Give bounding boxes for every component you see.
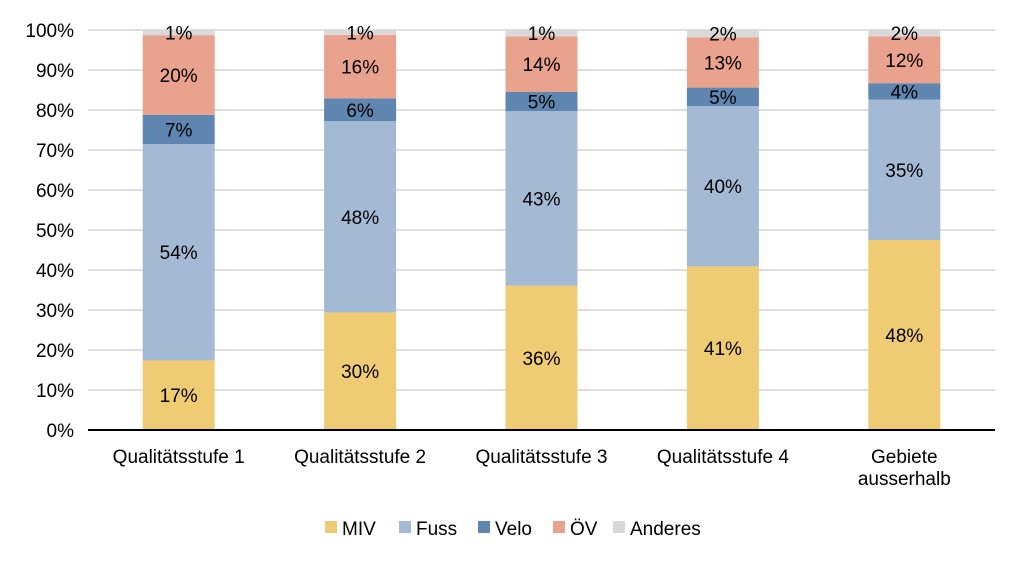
bar-segment <box>686 87 759 106</box>
data-label: 20% <box>160 66 198 87</box>
legend-label: MIV <box>342 519 376 540</box>
legend-swatch <box>478 521 490 533</box>
data-label: 43% <box>522 189 560 210</box>
y-axis-ticks: 0% 10% 20% 30% 40% 50% 60% 70% 80% 90% 100% <box>25 21 74 442</box>
legend-label: Anderes <box>630 519 701 540</box>
bar-segment <box>324 312 397 430</box>
bar-segment <box>505 30 578 37</box>
data-label: 48% <box>341 208 379 229</box>
bar-segment <box>868 36 941 84</box>
y-tick-label: 90% <box>36 61 74 82</box>
bar-segment <box>505 92 578 112</box>
data-label: 5% <box>709 88 737 109</box>
data-label: 40% <box>704 177 742 198</box>
data-label: 2% <box>891 24 919 45</box>
data-label: 12% <box>885 51 923 72</box>
y-tick-label: 60% <box>36 181 74 202</box>
bar-segment <box>324 34 397 99</box>
data-label: 16% <box>341 58 379 79</box>
data-label: 36% <box>522 349 560 370</box>
y-tick-label: 50% <box>36 221 74 242</box>
data-label: 2% <box>709 25 737 46</box>
bar-segment <box>686 106 759 267</box>
bar-segment <box>686 30 759 38</box>
data-label: 54% <box>160 243 198 264</box>
bar-segment <box>142 35 215 115</box>
data-label: 6% <box>346 101 374 122</box>
bar-segment <box>868 99 941 240</box>
data-label: 17% <box>160 386 198 407</box>
legend-swatch <box>613 521 625 533</box>
x-category-label: Qualitätsstufe 3 <box>475 447 607 468</box>
bars <box>142 30 941 430</box>
bar-segment <box>142 144 215 361</box>
bar-segment <box>324 121 397 313</box>
x-category-label: Qualitätsstufe 1 <box>113 447 245 468</box>
bar-segment <box>142 114 215 144</box>
y-tick-label: 10% <box>36 381 74 402</box>
data-label: 30% <box>341 362 379 383</box>
y-tick-label: 0% <box>47 421 75 442</box>
legend: MIV Fuss Velo ÖV Anderes <box>325 519 701 540</box>
y-tick-label: 100% <box>25 21 74 42</box>
data-label: 48% <box>885 326 923 347</box>
data-label: 1% <box>165 24 193 45</box>
bar-segment <box>868 240 941 430</box>
data-label: 4% <box>891 82 919 103</box>
data-label: 35% <box>885 161 923 182</box>
bar-segment <box>142 30 215 36</box>
bar-segment <box>142 360 215 430</box>
x-axis-categories: Qualitätsstufe 1 Qualitätsstufe 2 Qualität… <box>113 447 951 490</box>
bar-segment <box>868 30 941 37</box>
data-label: 14% <box>522 55 560 76</box>
y-tick-label: 20% <box>36 341 74 362</box>
data-label: 7% <box>165 120 193 141</box>
bar-segment <box>686 266 759 430</box>
bar-segment <box>505 285 578 430</box>
data-label: 1% <box>346 23 374 44</box>
legend-swatch <box>399 521 411 533</box>
legend-label: ÖV <box>570 519 598 540</box>
legend-label: Velo <box>495 519 532 540</box>
bar-segment <box>868 83 941 100</box>
data-label: 41% <box>704 339 742 360</box>
legend-label: Fuss <box>416 519 457 540</box>
y-tick-label: 70% <box>36 141 74 162</box>
data-labels: 17% 54% 7% 20% 1% 30% 48% 6% 16% 1% 36% 43% 5% 14% 1% 4… <box>160 23 924 407</box>
y-tick-label: 80% <box>36 101 74 122</box>
legend-swatch <box>553 521 565 533</box>
y-tick-label: 40% <box>36 261 74 282</box>
legend-swatch <box>325 521 337 533</box>
bar-segment <box>505 36 578 92</box>
bar-segment <box>324 30 397 35</box>
x-category-label: Qualitätsstufe 2 <box>294 447 426 468</box>
data-label: 1% <box>528 24 556 45</box>
bar-segment <box>324 98 397 122</box>
bar-segment <box>686 37 759 88</box>
x-category-label: Gebiete ausserhalb <box>858 447 951 490</box>
bar-segment <box>505 111 578 286</box>
y-tick-label: 30% <box>36 301 74 322</box>
x-category-label: Qualitätsstufe 4 <box>657 447 789 468</box>
data-label: 5% <box>528 93 556 114</box>
data-label: 13% <box>704 53 742 74</box>
